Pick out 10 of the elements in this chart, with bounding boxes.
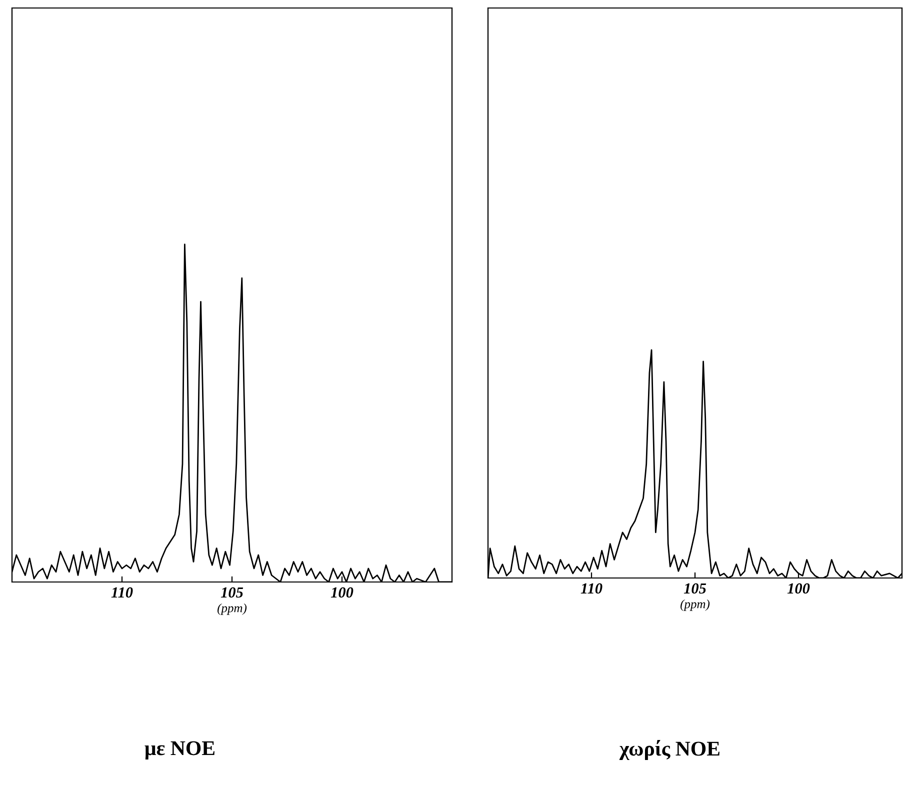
x-tick-label: 110 (111, 587, 133, 598)
x-tick-label: 110 (580, 583, 602, 594)
x-tick-label: 100 (787, 583, 810, 594)
x-axis-title: (ppm) (218, 603, 247, 615)
x-axis-title: (ppm) (680, 599, 710, 611)
x-tick-label: 105 (684, 583, 706, 594)
x-tick-label: 105 (220, 587, 244, 598)
x-tick-label: 100 (330, 587, 354, 598)
text: χωρίς NOE (619, 740, 720, 760)
text: με NOE (144, 741, 214, 760)
